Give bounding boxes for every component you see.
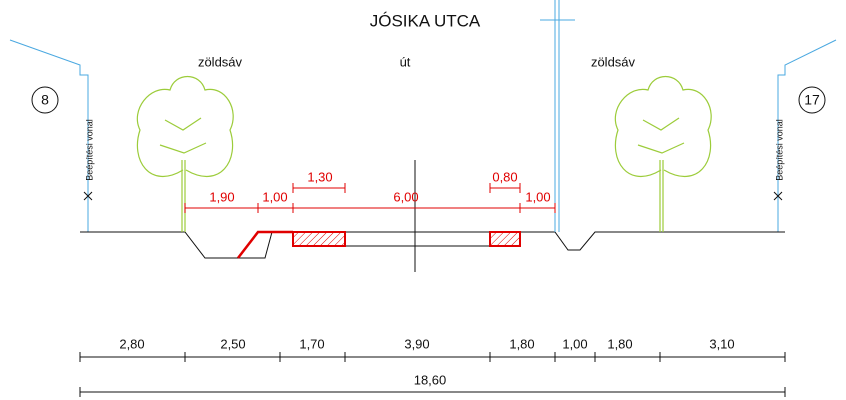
zone-label: zöldsáv: [591, 54, 636, 69]
red-dimension: 1,90: [209, 189, 234, 204]
red-dimension: 1,00: [262, 189, 287, 204]
dimension: 3,90: [404, 336, 429, 351]
tree-right: [614, 75, 712, 232]
zone-label: zöldsáv: [198, 54, 243, 69]
dimension: 1,00: [562, 336, 587, 351]
red-dimension: 0,80: [492, 169, 517, 184]
building-line-label: Beépítési vonal: [84, 119, 94, 181]
dimension: 3,10: [709, 336, 734, 351]
ground-line: [80, 231, 785, 259]
house-number: 17: [804, 92, 820, 108]
red-dimension: 1,30: [307, 169, 332, 184]
tree-branches: [159, 117, 207, 154]
dimension: 2,80: [119, 336, 144, 351]
red-dimension: 1,00: [525, 189, 550, 204]
tree-left: [136, 75, 234, 232]
house-marker: [31, 86, 59, 114]
tree-branches: [637, 117, 685, 154]
dimension: 1,80: [509, 336, 534, 351]
curb: [237, 230, 293, 259]
zone-label: út: [400, 54, 411, 69]
building-line-cross: [83, 191, 783, 201]
house-marker: [798, 86, 826, 114]
lane-marking: [489, 231, 521, 247]
dimension-lines: [79, 352, 786, 397]
dimension: 1,70: [299, 336, 324, 351]
building-right: [777, 39, 837, 232]
red-dimension-lines: [184, 183, 556, 213]
title: JÓSIKA UTCA: [370, 11, 481, 30]
building-line-label: Beépítési vonal: [774, 119, 784, 181]
dimension: 1,80: [607, 336, 632, 351]
total-dimension: 18,60: [414, 372, 447, 387]
dimension: 2,50: [220, 336, 245, 351]
house-number: 8: [41, 92, 49, 108]
tree: [136, 75, 234, 232]
red-dimension: 6,00: [393, 189, 418, 204]
drawing: [9, 0, 837, 397]
lane-marking: [292, 231, 346, 247]
tree: [614, 75, 712, 232]
building-left: [9, 39, 89, 232]
